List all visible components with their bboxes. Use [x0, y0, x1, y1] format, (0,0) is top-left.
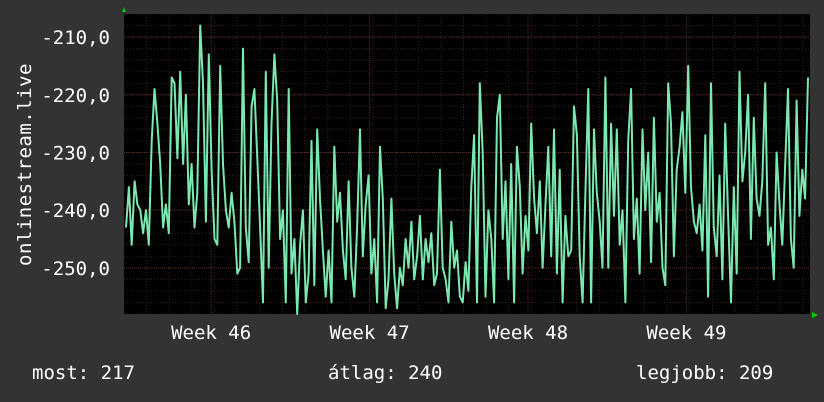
x-axis-arrow	[812, 312, 818, 318]
y-tick-label: -220,0	[41, 85, 110, 107]
average-value: 240	[408, 362, 443, 384]
y-axis-label: onlinestream.live	[14, 63, 36, 266]
x-tick-label: Week 47	[330, 322, 410, 344]
best-value: 209	[738, 362, 774, 384]
y-tick-label: -230,0	[41, 142, 110, 164]
now-value: 217	[100, 362, 135, 384]
y-axis-arrow	[122, 7, 126, 12]
y-tick-label: -240,0	[41, 200, 110, 222]
footer-average: átlag: 240	[328, 362, 442, 384]
y-tick-label: -210,0	[41, 27, 110, 49]
average-label: átlag:	[328, 362, 397, 384]
x-tick-label: Week 46	[171, 322, 251, 344]
x-tick-label: Week 48	[488, 322, 568, 344]
y-tick-label: -250,0	[41, 258, 110, 280]
series-line	[125, 24, 809, 315]
x-tick-label: Week 49	[646, 322, 726, 344]
footer-now: most: 217	[32, 362, 135, 384]
now-label: most:	[32, 362, 90, 384]
best-label: legjobb:	[636, 362, 728, 384]
footer-best: legjobb: 209	[636, 362, 773, 384]
